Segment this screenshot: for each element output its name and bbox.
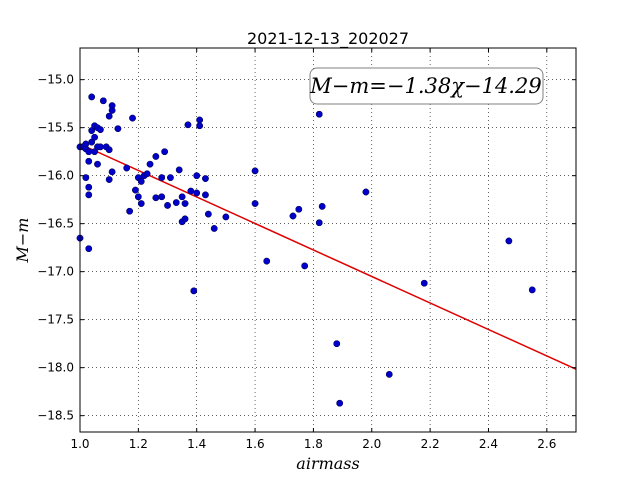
data-point-51 [179,194,185,200]
x-tick-label-5: 2.0 [362,437,381,451]
data-point-8 [86,192,92,198]
data-point-66 [223,214,229,220]
data-point-49 [173,199,179,205]
data-point-71 [296,206,302,212]
data-point-62 [202,175,208,181]
plot-area [77,47,577,433]
data-point-31 [123,165,129,171]
data-point-9 [86,245,92,251]
x-tick-label-8: 2.6 [537,437,556,451]
data-point-29 [109,102,115,108]
plot-background [80,48,576,432]
data-point-26 [106,176,112,182]
x-axis-title: airmass [296,454,359,473]
data-point-74 [316,220,322,226]
data-point-44 [158,194,164,200]
data-point-73 [316,111,322,117]
x-tick-label-1: 1.2 [129,437,148,451]
x-tick-label-7: 2.4 [479,437,498,451]
data-point-78 [363,189,369,195]
data-point-64 [205,211,211,217]
data-point-77 [336,400,342,406]
data-point-34 [132,187,138,193]
data-point-50 [176,167,182,173]
data-point-45 [158,174,164,180]
data-point-37 [138,200,144,206]
y-tick-label-5: −17.5 [37,313,74,327]
fit-line [79,143,577,370]
data-point-55 [185,122,191,128]
data-point-79 [386,371,392,377]
x-axis-labels: 1.0 1.2 1.4 1.6 1.8 2.0 2.2 2.4 2.6 [70,437,556,451]
data-point-72 [301,263,307,269]
data-point-76 [334,340,340,346]
data-point-65 [211,225,217,231]
y-tick-label-1: −15.5 [37,121,74,135]
y-tick-label-4: −17.0 [37,265,74,279]
fit-equation-box: M−m=−1.38χ−14.29 [309,67,544,105]
data-point-38 [138,178,144,184]
data-point-59 [194,172,200,178]
x-tick-label-6: 2.2 [421,437,440,451]
data-point-5 [83,141,89,147]
x-tick-label-0: 1.0 [70,437,89,451]
y-tick-label-6: −18.0 [37,361,74,375]
data-point-6 [86,148,92,154]
data-point-53 [182,216,188,222]
data-point-58 [194,190,200,196]
x-tick-label-3: 1.6 [246,437,265,451]
data-point-30 [115,125,121,131]
y-axis-title: M−m [13,218,32,264]
data-point-27 [109,169,115,175]
data-point-43 [153,195,159,201]
data-point-33 [129,115,135,121]
data-point-57 [191,288,197,294]
data-point-82 [529,287,535,293]
data-point-80 [421,280,427,286]
data-point-46 [161,148,167,154]
fit-equation: M−m=−1.38χ−14.29 [309,74,541,98]
data-point-68 [252,200,258,206]
x-tick-label-4: 1.8 [304,437,323,451]
data-point-67 [252,168,258,174]
data-points [77,94,536,407]
data-point-41 [147,161,153,167]
y-tick-label-0: −15.0 [37,73,74,87]
data-point-42 [153,153,159,159]
x-tick-label-2: 1.4 [187,437,206,451]
data-point-40 [144,171,150,177]
data-point-11 [88,94,94,100]
data-point-21 [97,126,103,132]
data-point-20 [97,144,103,150]
data-point-22 [100,98,106,104]
chart-title: 2021-12-13_202027 [247,29,409,49]
y-tick-label-7: −18.5 [37,409,74,423]
data-point-81 [506,238,512,244]
data-point-19 [94,161,100,167]
data-point-63 [202,192,208,198]
data-point-3 [83,174,89,180]
data-point-75 [319,203,325,209]
data-point-25 [106,147,112,153]
data-point-32 [126,208,132,214]
data-point-61 [196,123,202,129]
data-point-69 [264,258,270,264]
y-tick-label-3: −16.5 [37,217,74,231]
axis-ticks [79,48,576,432]
data-point-60 [196,117,202,123]
data-point-36 [135,194,141,200]
data-point-70 [290,213,296,219]
data-point-7 [86,184,92,190]
data-point-48 [167,174,173,180]
data-point-47 [164,202,170,208]
plot-frame [79,47,577,433]
y-tick-label-2: −16.0 [37,169,74,183]
data-point-54 [182,200,188,206]
data-point-10 [86,158,92,164]
data-point-24 [106,113,112,119]
data-point-56 [188,188,194,194]
y-axis-labels: −15.0 −15.5 −16.0 −16.5 −17.0 −17.5 −18.0 −18.5 [37,73,74,423]
data-point-15 [91,134,97,140]
